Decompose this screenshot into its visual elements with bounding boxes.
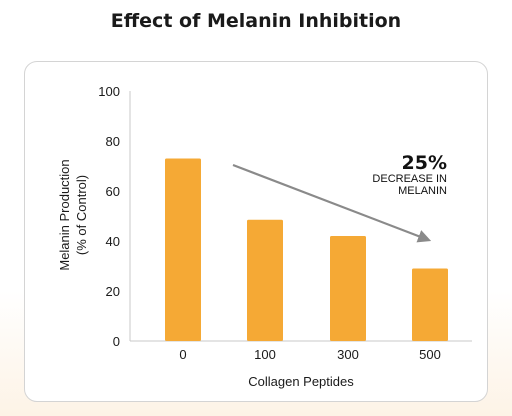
annotation-line1: DECREASE IN [372,173,447,185]
y-axis-label-line1: Melanin Production [57,159,72,270]
x-tick-label: 0 [179,347,186,362]
x-axis-label: Collagen Peptides [248,374,354,389]
y-tick-label: 20 [106,284,120,299]
x-tick-label: 500 [419,347,441,362]
bar-300 [330,236,366,341]
trend-arrow [232,163,432,243]
y-tick-label: 100 [98,84,120,99]
chart-title: Effect of Melanin Inhibition [110,10,402,32]
bar-100 [247,219,283,341]
y-tick-label: 80 [106,134,120,149]
bar-0 [165,158,201,341]
x-tick-label: 100 [254,347,276,362]
y-tick-label: 0 [113,334,120,349]
y-tick-label: 40 [106,234,120,249]
annotation-line2: MELANIN [398,185,447,197]
y-tick-label: 60 [106,184,120,199]
bar-500 [412,268,448,341]
x-tick-label: 300 [337,347,359,362]
y-axis-label-line2: (% of Control) [74,175,89,255]
annotation-value: 25% [402,152,447,174]
